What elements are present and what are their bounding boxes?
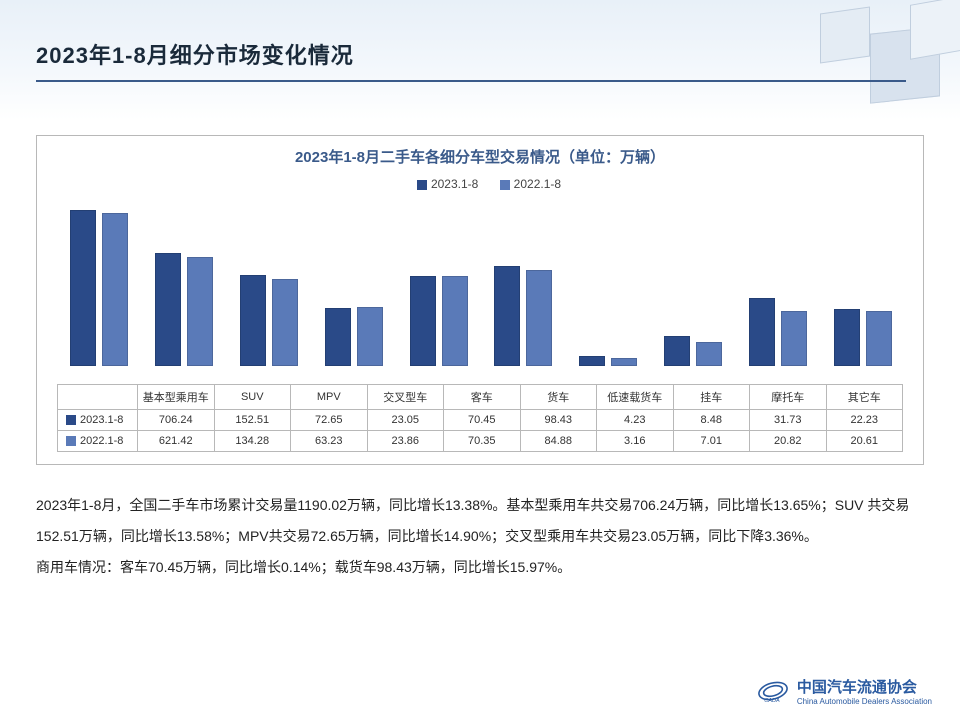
table-cell: 72.65 — [291, 410, 368, 431]
data-table: 基本型乘用车SUVMPV交叉型车客车货车低速载货车挂车摩托车其它车2023.1-… — [57, 384, 903, 452]
paragraph-2: 商用车情况：客车70.45万辆，同比增长0.14%；载货车98.43万辆，同比增… — [36, 552, 924, 583]
chart-container: 2023年1-8月二手车各细分车型交易情况（单位：万辆） 2023.1-8 20… — [36, 135, 924, 465]
bar-series-1 — [272, 279, 298, 366]
title-underline — [36, 80, 906, 82]
bar-series-0 — [664, 336, 690, 366]
table-col-header: 挂车 — [673, 385, 750, 410]
page-title: 2023年1-8月细分市场变化情况 — [36, 38, 354, 70]
bar-series-0 — [494, 266, 520, 366]
table-cell: 63.23 — [291, 431, 368, 452]
table-cell: 4.23 — [597, 410, 674, 431]
bar-series-0 — [325, 308, 351, 366]
body-text: 2023年1-8月，全国二手车市场累计交易量1190.02万辆，同比增长13.3… — [36, 490, 924, 582]
bar-series-0 — [834, 309, 860, 366]
table-col-header: 客车 — [444, 385, 521, 410]
bar-group — [396, 276, 481, 366]
bar-group — [651, 336, 736, 366]
table-corner — [58, 385, 138, 410]
legend-swatch-1 — [500, 180, 510, 190]
table-cell: 23.86 — [367, 431, 444, 452]
table-cell: 152.51 — [214, 410, 291, 431]
bar-series-0 — [579, 356, 605, 366]
bar-series-1 — [611, 358, 637, 366]
bar-group — [142, 253, 227, 366]
table-row: 2023.1-8 706.24152.5172.6523.0570.4598.43… — [58, 410, 903, 431]
bar-series-0 — [410, 276, 436, 366]
bar-group — [57, 210, 142, 366]
table-col-header: SUV — [214, 385, 291, 410]
bar-group — [735, 298, 820, 366]
table-col-header: 低速载货车 — [597, 385, 674, 410]
bar-series-1 — [102, 213, 128, 366]
table-cell: 98.43 — [520, 410, 597, 431]
bar-series-1 — [526, 270, 552, 366]
table-cell: 22.23 — [826, 410, 903, 431]
legend-label-1: 2022.1-8 — [514, 177, 561, 191]
table-cell: 3.16 — [597, 431, 674, 452]
table-row-header: 2022.1-8 — [58, 431, 138, 452]
table-cell: 23.05 — [367, 410, 444, 431]
footer-org-en: China Automobile Dealers Association — [797, 697, 932, 706]
table-col-header: 基本型乘用车 — [138, 385, 215, 410]
table-cell: 20.61 — [826, 431, 903, 452]
table-cell: 84.88 — [520, 431, 597, 452]
table-row: 2022.1-8 621.42134.2863.2323.8670.3584.88… — [58, 431, 903, 452]
footer-logo: CADA 中国汽车流通协会 China Automobile Dealers A… — [757, 676, 932, 706]
bar-group — [566, 356, 651, 366]
logo-icon: CADA — [757, 678, 789, 704]
table-cell: 31.73 — [750, 410, 827, 431]
bar-series-1 — [866, 311, 892, 366]
table-row-header: 2023.1-8 — [58, 410, 138, 431]
bar-group — [227, 275, 312, 366]
table-cell: 134.28 — [214, 431, 291, 452]
bar-series-1 — [187, 257, 213, 366]
table-cell: 8.48 — [673, 410, 750, 431]
table-col-header: 货车 — [520, 385, 597, 410]
table-cell: 70.35 — [444, 431, 521, 452]
footer-org-cn: 中国汽车流通协会 — [797, 676, 932, 697]
table-cell: 621.42 — [138, 431, 215, 452]
row-swatch — [66, 415, 76, 425]
table-col-header: MPV — [291, 385, 368, 410]
chart-title: 2023年1-8月二手车各细分车型交易情况（单位：万辆） — [37, 146, 923, 167]
bars-area — [57, 206, 903, 366]
bar-series-1 — [442, 276, 468, 366]
chart-legend: 2023.1-8 2022.1-8 — [37, 177, 923, 191]
bar-group — [820, 309, 905, 366]
bar-group — [311, 307, 396, 366]
table-col-header: 摩托车 — [750, 385, 827, 410]
bar-series-1 — [696, 342, 722, 366]
legend-label-0: 2023.1-8 — [431, 177, 478, 191]
table-cell: 70.45 — [444, 410, 521, 431]
bar-series-0 — [749, 298, 775, 366]
table-cell: 706.24 — [138, 410, 215, 431]
row-header-label: 2023.1-8 — [80, 414, 123, 426]
legend-swatch-0 — [417, 180, 427, 190]
bar-group — [481, 266, 566, 366]
bar-series-1 — [781, 311, 807, 366]
table-col-header: 交叉型车 — [367, 385, 444, 410]
row-header-label: 2022.1-8 — [80, 435, 123, 447]
table-cell: 7.01 — [673, 431, 750, 452]
row-swatch — [66, 436, 76, 446]
paragraph-1: 2023年1-8月，全国二手车市场累计交易量1190.02万辆，同比增长13.3… — [36, 490, 924, 552]
bar-series-0 — [70, 210, 96, 366]
table-col-header: 其它车 — [826, 385, 903, 410]
header-decoration — [760, 0, 960, 120]
bar-series-0 — [155, 253, 181, 366]
bar-series-0 — [240, 275, 266, 366]
table-cell: 20.82 — [750, 431, 827, 452]
logo-text: CADA — [764, 698, 780, 704]
bar-series-1 — [357, 307, 383, 366]
